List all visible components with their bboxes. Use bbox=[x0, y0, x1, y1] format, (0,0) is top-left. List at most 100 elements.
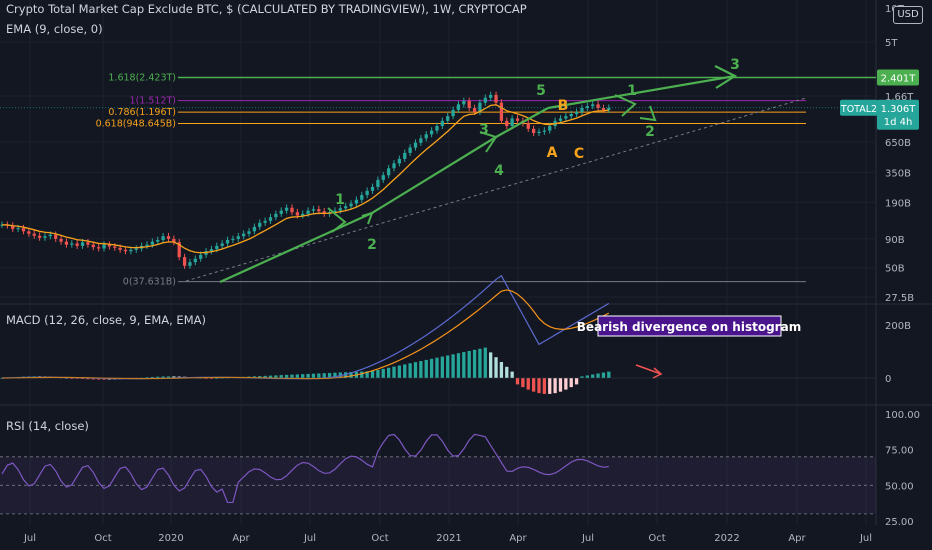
wave-arrow bbox=[371, 136, 497, 214]
rsi-y-tick-label: 25.00 bbox=[885, 517, 914, 528]
candle-body bbox=[21, 228, 26, 232]
histogram-bar bbox=[301, 374, 305, 379]
histogram-bar bbox=[607, 371, 611, 379]
candle-body bbox=[220, 243, 224, 246]
histogram-bar bbox=[161, 376, 165, 379]
ema-line bbox=[1, 104, 609, 254]
candle-body bbox=[467, 100, 471, 109]
candle-body bbox=[311, 209, 316, 211]
x-tick-label: Apr bbox=[788, 533, 806, 544]
rsi-pane[interactable] bbox=[0, 433, 876, 515]
candle-body bbox=[564, 116, 568, 119]
candle-body bbox=[64, 241, 69, 245]
candle-body bbox=[97, 247, 101, 249]
candle-body bbox=[483, 97, 487, 103]
gridlines bbox=[0, 0, 932, 525]
current-price-box bbox=[877, 99, 919, 130]
histogram-bar bbox=[274, 375, 278, 379]
histogram-bar bbox=[591, 374, 595, 379]
histogram-bar bbox=[472, 349, 477, 379]
candle-body bbox=[209, 249, 214, 252]
symbol-label-text: TOTAL2 bbox=[840, 104, 877, 115]
candle-body bbox=[193, 258, 197, 263]
x-tick-label: Apr bbox=[232, 533, 250, 544]
histogram-bar bbox=[333, 372, 337, 379]
candle-body bbox=[16, 228, 20, 230]
y-tick-label: 650B bbox=[885, 138, 911, 149]
candle-body bbox=[376, 179, 380, 187]
histogram-bar bbox=[413, 362, 418, 379]
macd-pane[interactable]: Bearish divergence on histogram bbox=[0, 274, 876, 394]
histogram-bar bbox=[172, 376, 176, 379]
candle-body bbox=[499, 102, 504, 121]
candle-body bbox=[247, 231, 251, 234]
histogram-bar bbox=[279, 375, 283, 379]
histogram-bar bbox=[585, 375, 589, 379]
histogram-bar bbox=[70, 378, 74, 379]
candle-body bbox=[510, 118, 514, 127]
fib-label: 1.618(2.423T) bbox=[108, 72, 176, 83]
candle-body bbox=[188, 262, 192, 266]
candle-body bbox=[392, 163, 396, 169]
wave-label: B bbox=[558, 98, 569, 114]
candle-body bbox=[537, 131, 541, 134]
histogram-bar bbox=[558, 378, 563, 392]
candle-body bbox=[591, 104, 595, 107]
wave-label: 1 bbox=[627, 83, 637, 99]
candle-body bbox=[295, 212, 299, 216]
histogram-bar bbox=[580, 376, 584, 379]
candle-body bbox=[86, 242, 90, 245]
histogram-bar bbox=[548, 378, 552, 394]
histogram-bar bbox=[446, 355, 450, 379]
histogram-bar bbox=[542, 378, 547, 394]
candle-body bbox=[263, 220, 267, 223]
x-tick-label: Jul bbox=[581, 533, 594, 544]
histogram-bar bbox=[596, 373, 600, 379]
candle-body bbox=[107, 244, 112, 247]
price-pane[interactable]: 1.618(2.423T) 1(1.512T)0.786(1.196T)0.618… bbox=[0, 57, 919, 288]
histogram-bar bbox=[392, 366, 396, 379]
candle-body bbox=[451, 109, 455, 117]
candle-body bbox=[102, 244, 106, 249]
candle-body bbox=[231, 238, 235, 240]
histogram-bar bbox=[419, 361, 423, 379]
macd-y-tick-label: 200B bbox=[885, 321, 911, 332]
candle-body bbox=[446, 116, 450, 121]
candle-body bbox=[59, 238, 63, 242]
histogram-bar bbox=[397, 365, 402, 379]
candle-body bbox=[27, 231, 31, 234]
current-price-text: 1.306T bbox=[881, 104, 917, 115]
fib-label: 0.786(1.196T) bbox=[108, 107, 176, 118]
candle-body bbox=[386, 168, 391, 176]
annotation-text: Bearish divergence on histogram bbox=[577, 320, 801, 334]
histogram-bar bbox=[403, 364, 407, 379]
histogram-bar bbox=[344, 372, 348, 379]
histogram-bar bbox=[386, 367, 391, 379]
histogram-bar bbox=[365, 371, 369, 379]
candle-body bbox=[365, 190, 369, 196]
candle-body bbox=[435, 126, 439, 131]
wave-label: 5 bbox=[536, 83, 546, 99]
arrowhead bbox=[714, 65, 738, 89]
candle-body bbox=[531, 128, 536, 134]
candle-body bbox=[70, 243, 74, 245]
histogram-bar bbox=[290, 374, 294, 379]
candle-body bbox=[91, 244, 95, 248]
fib-label: 0.618(948.645B) bbox=[96, 118, 176, 129]
candle-body bbox=[32, 233, 36, 236]
candle-body bbox=[397, 158, 402, 164]
wave-arrow bbox=[547, 74, 736, 110]
rsi-title: RSI (14, close) bbox=[6, 419, 89, 433]
candle-body bbox=[48, 234, 52, 237]
wave-label: 4 bbox=[494, 163, 504, 179]
candle-body bbox=[548, 126, 552, 131]
histogram-bar bbox=[306, 373, 310, 379]
symbol-title: Crypto Total Market Cap Exclude BTC, $ (… bbox=[6, 2, 527, 16]
candle-body bbox=[11, 225, 15, 230]
divergence-arrow bbox=[635, 364, 662, 375]
currency-badge[interactable]: USD bbox=[893, 6, 923, 24]
candle-body bbox=[75, 243, 79, 246]
candle-body bbox=[284, 207, 289, 211]
histogram-bar bbox=[505, 366, 509, 379]
